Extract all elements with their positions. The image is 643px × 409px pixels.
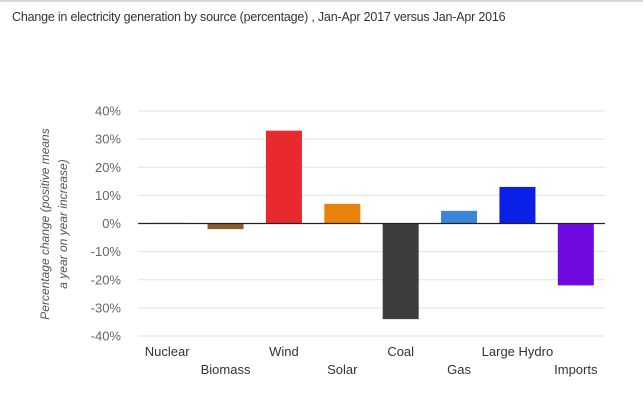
category-label: Solar (327, 362, 358, 377)
bar-large-hydro (499, 186, 536, 224)
category-label: Nuclear (145, 344, 190, 359)
x-axis-categories: Nuclear Biomass Wind Solar Coal Gas Large Hydr… (145, 344, 598, 377)
category-label: Large Hydro (482, 344, 554, 359)
category-label: Wind (269, 344, 299, 359)
bar-coal (382, 223, 419, 320)
y-axis-label-line-2: a year on year increase) (56, 159, 70, 288)
y-tick-label: 10% (95, 188, 121, 203)
category-label: Imports (554, 362, 598, 377)
y-axis-label-line-1: Percentage change (positive means (38, 128, 52, 319)
y-tick-label: 20% (95, 160, 121, 175)
y-tick-label: 40% (95, 104, 121, 119)
y-tick-label: -40% (91, 329, 122, 344)
bar-imports (557, 223, 594, 286)
y-tick-label: -10% (91, 244, 122, 259)
y-tick-label: -20% (91, 272, 122, 287)
chart-title: Change in electricity generation by sour… (12, 10, 506, 24)
y-axis-ticks: 40% 30% 20% 10% 0% -10% -20% -30% -40% (91, 104, 122, 344)
bar-gas (441, 210, 478, 224)
top-rule (0, 0, 643, 2)
y-tick-label: 30% (95, 132, 121, 147)
category-label: Gas (447, 362, 471, 377)
bars (149, 130, 594, 320)
category-label: Coal (387, 344, 414, 359)
gridlines (138, 110, 605, 337)
y-tick-label: -30% (91, 300, 122, 315)
y-tick-label: 0% (102, 216, 121, 231)
category-label: Biomass (201, 362, 251, 377)
bar-biomass (207, 223, 244, 230)
bar-solar (324, 203, 361, 224)
bar-wind (265, 130, 302, 224)
